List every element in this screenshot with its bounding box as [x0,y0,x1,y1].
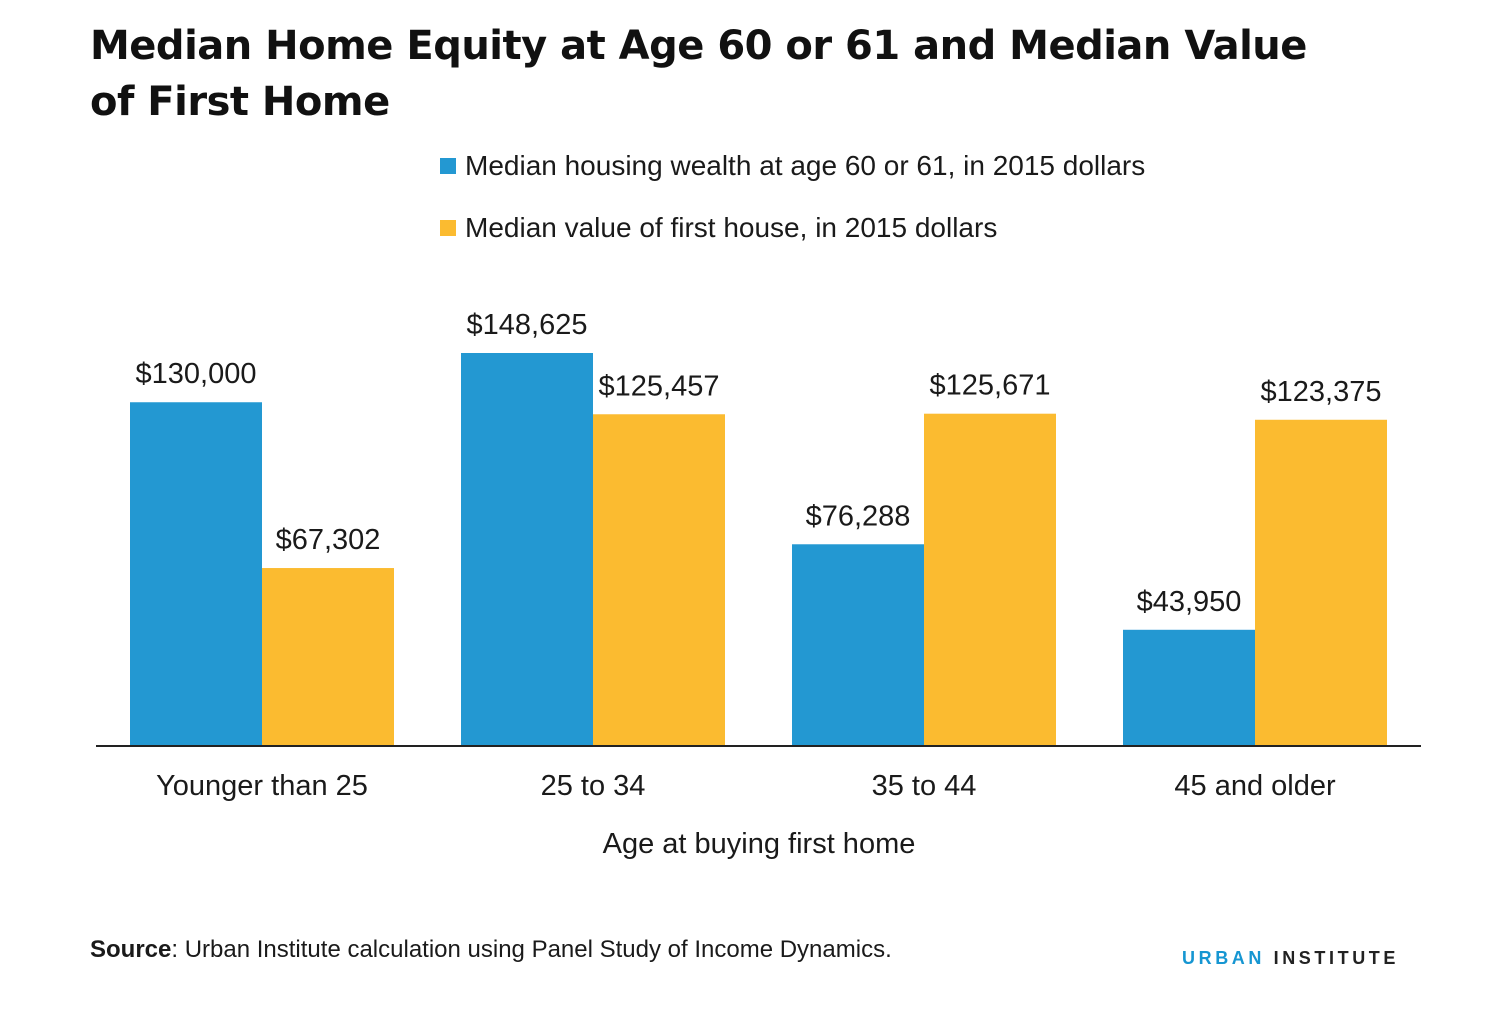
legend-item-first-house-value: Median value of first house, in 2015 dol… [440,208,1145,248]
bar-first-house-value-2 [924,413,1056,746]
category-label-1: 25 to 34 [541,770,646,802]
bar-housing-wealth-0 [130,402,262,746]
category-label-3: 45 and older [1174,770,1336,802]
urban-institute-logo: URBAN INSTITUTE [1182,948,1399,969]
data-label-housing-wealth-3: $43,950 [1137,586,1242,618]
chart-title: Median Home Equity at Age 60 or 61 and M… [90,23,1307,125]
data-label-housing-wealth-0: $130,000 [136,358,257,390]
bar-housing-wealth-3 [1123,629,1255,746]
logo-word-institute: INSTITUTE [1273,948,1400,968]
bar-housing-wealth-1 [461,353,593,746]
bar-first-house-value-3 [1255,419,1387,746]
bar-housing-wealth-2 [792,544,924,746]
x-axis-label: Age at buying first home [603,828,916,860]
legend-swatch-housing-wealth [440,158,456,174]
legend-label-first-house-value: Median value of first house, in 2015 dol… [465,212,998,243]
source-note: Source: Urban Institute calculation usin… [90,936,892,964]
bar-first-house-value-1 [593,414,725,746]
legend-label-housing-wealth: Median housing wealth at age 60 or 61, i… [465,150,1146,181]
data-label-housing-wealth-2: $76,288 [806,500,911,532]
data-label-first-house-value-3: $123,375 [1261,376,1382,408]
data-label-first-house-value-1: $125,457 [599,370,720,402]
legend: Median housing wealth at age 60 or 61, i… [440,146,1145,270]
data-label-first-house-value-0: $67,302 [276,524,381,556]
legend-item-housing-wealth: Median housing wealth at age 60 or 61, i… [440,146,1145,186]
source-label: Source [90,936,172,963]
category-label-2: 35 to 44 [872,770,977,802]
logo-word-urban: URBAN [1182,948,1265,968]
data-label-housing-wealth-1: $148,625 [467,309,588,341]
category-label-0: Younger than 25 [156,770,368,802]
bar-chart: $130,000 $67,302 Younger than 25 $148,625 $1… [96,309,1421,860]
legend-swatch-first-house-value [440,220,456,236]
bar-first-house-value-0 [262,568,394,746]
source-text: : Urban Institute calculation using Pane… [171,936,892,963]
data-label-first-house-value-2: $125,671 [930,370,1051,402]
